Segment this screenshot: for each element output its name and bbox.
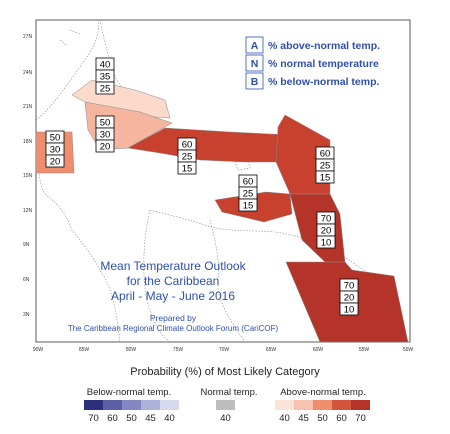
lat-label: 27N xyxy=(23,34,33,40)
prob-value-hispaniola-jamaica-2: 15 xyxy=(182,164,193,175)
prob-value-bahamas-2: 25 xyxy=(100,84,111,95)
prob-box-cell xyxy=(177,161,197,175)
above-normal-label: Above-normal temp. xyxy=(280,387,366,398)
above-swatch xyxy=(332,400,351,410)
lon-label: 80W xyxy=(126,347,137,353)
below-swatch xyxy=(103,400,122,410)
above-tick: 50 xyxy=(317,413,328,424)
title-line-1: Mean Temperature Outlook xyxy=(100,259,246,273)
prob-value-cuba-0: 50 xyxy=(100,118,111,129)
prob-value-windward-islands-2: 15 xyxy=(243,201,254,212)
below-tick: 40 xyxy=(164,413,175,424)
below-swatch xyxy=(160,400,179,410)
anb-legend: A N B % above-normal temp. % normal temp… xyxy=(245,36,380,90)
above-swatch xyxy=(275,400,294,410)
lon-label: 55W xyxy=(359,347,370,353)
normal-label: Normal temp. xyxy=(200,387,258,398)
prob-value-hispaniola-jamaica-0: 60 xyxy=(182,140,193,151)
prob-value-windward-islands-0: 60 xyxy=(243,177,254,188)
legend-text-above: % above-normal temp. xyxy=(268,40,380,52)
probability-boxes: 4035255030205030206025156025156025157020… xyxy=(45,57,359,316)
prob-value-belize-1: 30 xyxy=(50,145,61,156)
lon-label: 75W xyxy=(173,347,184,353)
prob-value-belize-0: 50 xyxy=(50,133,61,144)
above-normal-ticks: 40 45 50 60 70 xyxy=(275,413,370,424)
probability-legend-title: Probability (%) of Most Likely Category xyxy=(130,366,320,378)
title-line-3: April - May - June 2016 xyxy=(111,289,235,303)
prob-value-guianas-1: 20 xyxy=(344,293,355,304)
lat-label: 18N xyxy=(23,139,33,145)
lon-label: 70W xyxy=(219,347,230,353)
below-tick: 60 xyxy=(107,413,118,424)
normal-swatches xyxy=(216,400,235,410)
prob-value-trinidad-0: 70 xyxy=(321,214,332,225)
lon-labels: 90W 85W 80W 75W 70W 65W 60W 55W 50W xyxy=(33,347,414,353)
prob-value-guianas-2: 10 xyxy=(344,305,355,316)
lat-label: 6N xyxy=(23,277,30,283)
prob-value-leeward-islands-0: 60 xyxy=(320,149,331,160)
lat-label: 21N xyxy=(23,104,33,110)
lon-label: 90W xyxy=(33,347,44,353)
prob-value-bahamas-1: 35 xyxy=(100,72,111,83)
prob-value-belize-2: 20 xyxy=(50,157,61,168)
prepared-by-org: The Caribbean Regional Climate Outlook F… xyxy=(68,324,279,333)
normal-swatch xyxy=(216,400,235,410)
lon-label: 50W xyxy=(403,347,414,353)
lat-labels: 27N 24N 21N 18N 15N 12N 9N 6N 3N xyxy=(23,34,33,318)
below-swatch xyxy=(141,400,160,410)
above-swatch xyxy=(351,400,370,410)
prob-value-hispaniola-jamaica-1: 25 xyxy=(182,152,193,163)
prob-value-trinidad-1: 20 xyxy=(321,226,332,237)
below-swatch xyxy=(84,400,103,410)
normal-ticks: 40 xyxy=(216,413,235,424)
below-swatch xyxy=(122,400,141,410)
prob-value-guianas-0: 70 xyxy=(344,281,355,292)
above-tick: 40 xyxy=(279,413,290,424)
legend-letter-a: A xyxy=(251,40,259,52)
prob-value-bahamas-0: 40 xyxy=(100,60,111,71)
lat-label: 24N xyxy=(23,70,33,76)
lon-label: 60W xyxy=(313,347,324,353)
below-tick: 50 xyxy=(126,413,137,424)
prob-box-cell xyxy=(95,139,115,153)
below-normal-swatches xyxy=(84,400,179,410)
lat-label: 12N xyxy=(23,208,33,214)
lat-label: 9N xyxy=(23,242,30,248)
prob-value-windward-islands-1: 25 xyxy=(243,189,254,200)
prob-box-cell xyxy=(95,81,115,95)
legend-letter-n: N xyxy=(251,58,259,70)
lon-label: 65W xyxy=(266,347,277,353)
prob-box-cell xyxy=(339,302,359,316)
map-title: Mean Temperature Outlook for the Caribbe… xyxy=(68,259,279,333)
prob-box-cell xyxy=(238,198,258,212)
title-line-2: for the Caribbean xyxy=(127,274,220,288)
prob-value-cuba-2: 20 xyxy=(100,142,111,153)
below-normal-label: Below-normal temp. xyxy=(86,387,172,398)
prob-value-leeward-islands-1: 25 xyxy=(320,161,331,172)
prepared-by: Prepared by xyxy=(150,313,197,323)
below-tick: 45 xyxy=(145,413,156,424)
legend-text-below: % below-normal temp. xyxy=(268,76,380,88)
legend-text-normal: % normal temperature xyxy=(268,58,379,70)
above-swatch xyxy=(313,400,332,410)
above-tick: 70 xyxy=(355,413,366,424)
legend-letter-b: B xyxy=(251,76,259,88)
lon-label: 85W xyxy=(79,347,90,353)
lat-label: 3N xyxy=(23,312,30,318)
prob-value-cuba-1: 30 xyxy=(100,130,111,141)
prob-value-trinidad-2: 10 xyxy=(321,238,332,249)
normal-tick: 40 xyxy=(220,413,231,424)
above-tick: 45 xyxy=(298,413,309,424)
above-normal-swatches xyxy=(275,400,370,410)
prob-box-cell xyxy=(45,154,65,168)
below-normal-ticks: 70 60 50 45 40 xyxy=(84,413,179,424)
prob-box-cell xyxy=(315,170,335,184)
below-tick: 70 xyxy=(88,413,99,424)
above-swatch xyxy=(294,400,313,410)
prob-value-leeward-islands-2: 15 xyxy=(320,173,331,184)
lat-label: 15N xyxy=(23,173,33,179)
above-tick: 60 xyxy=(336,413,347,424)
caribbean-map: 27N 24N 21N 18N 15N 12N 9N 6N 3N 90W 85W… xyxy=(23,19,414,353)
prob-box-cell xyxy=(316,235,336,249)
